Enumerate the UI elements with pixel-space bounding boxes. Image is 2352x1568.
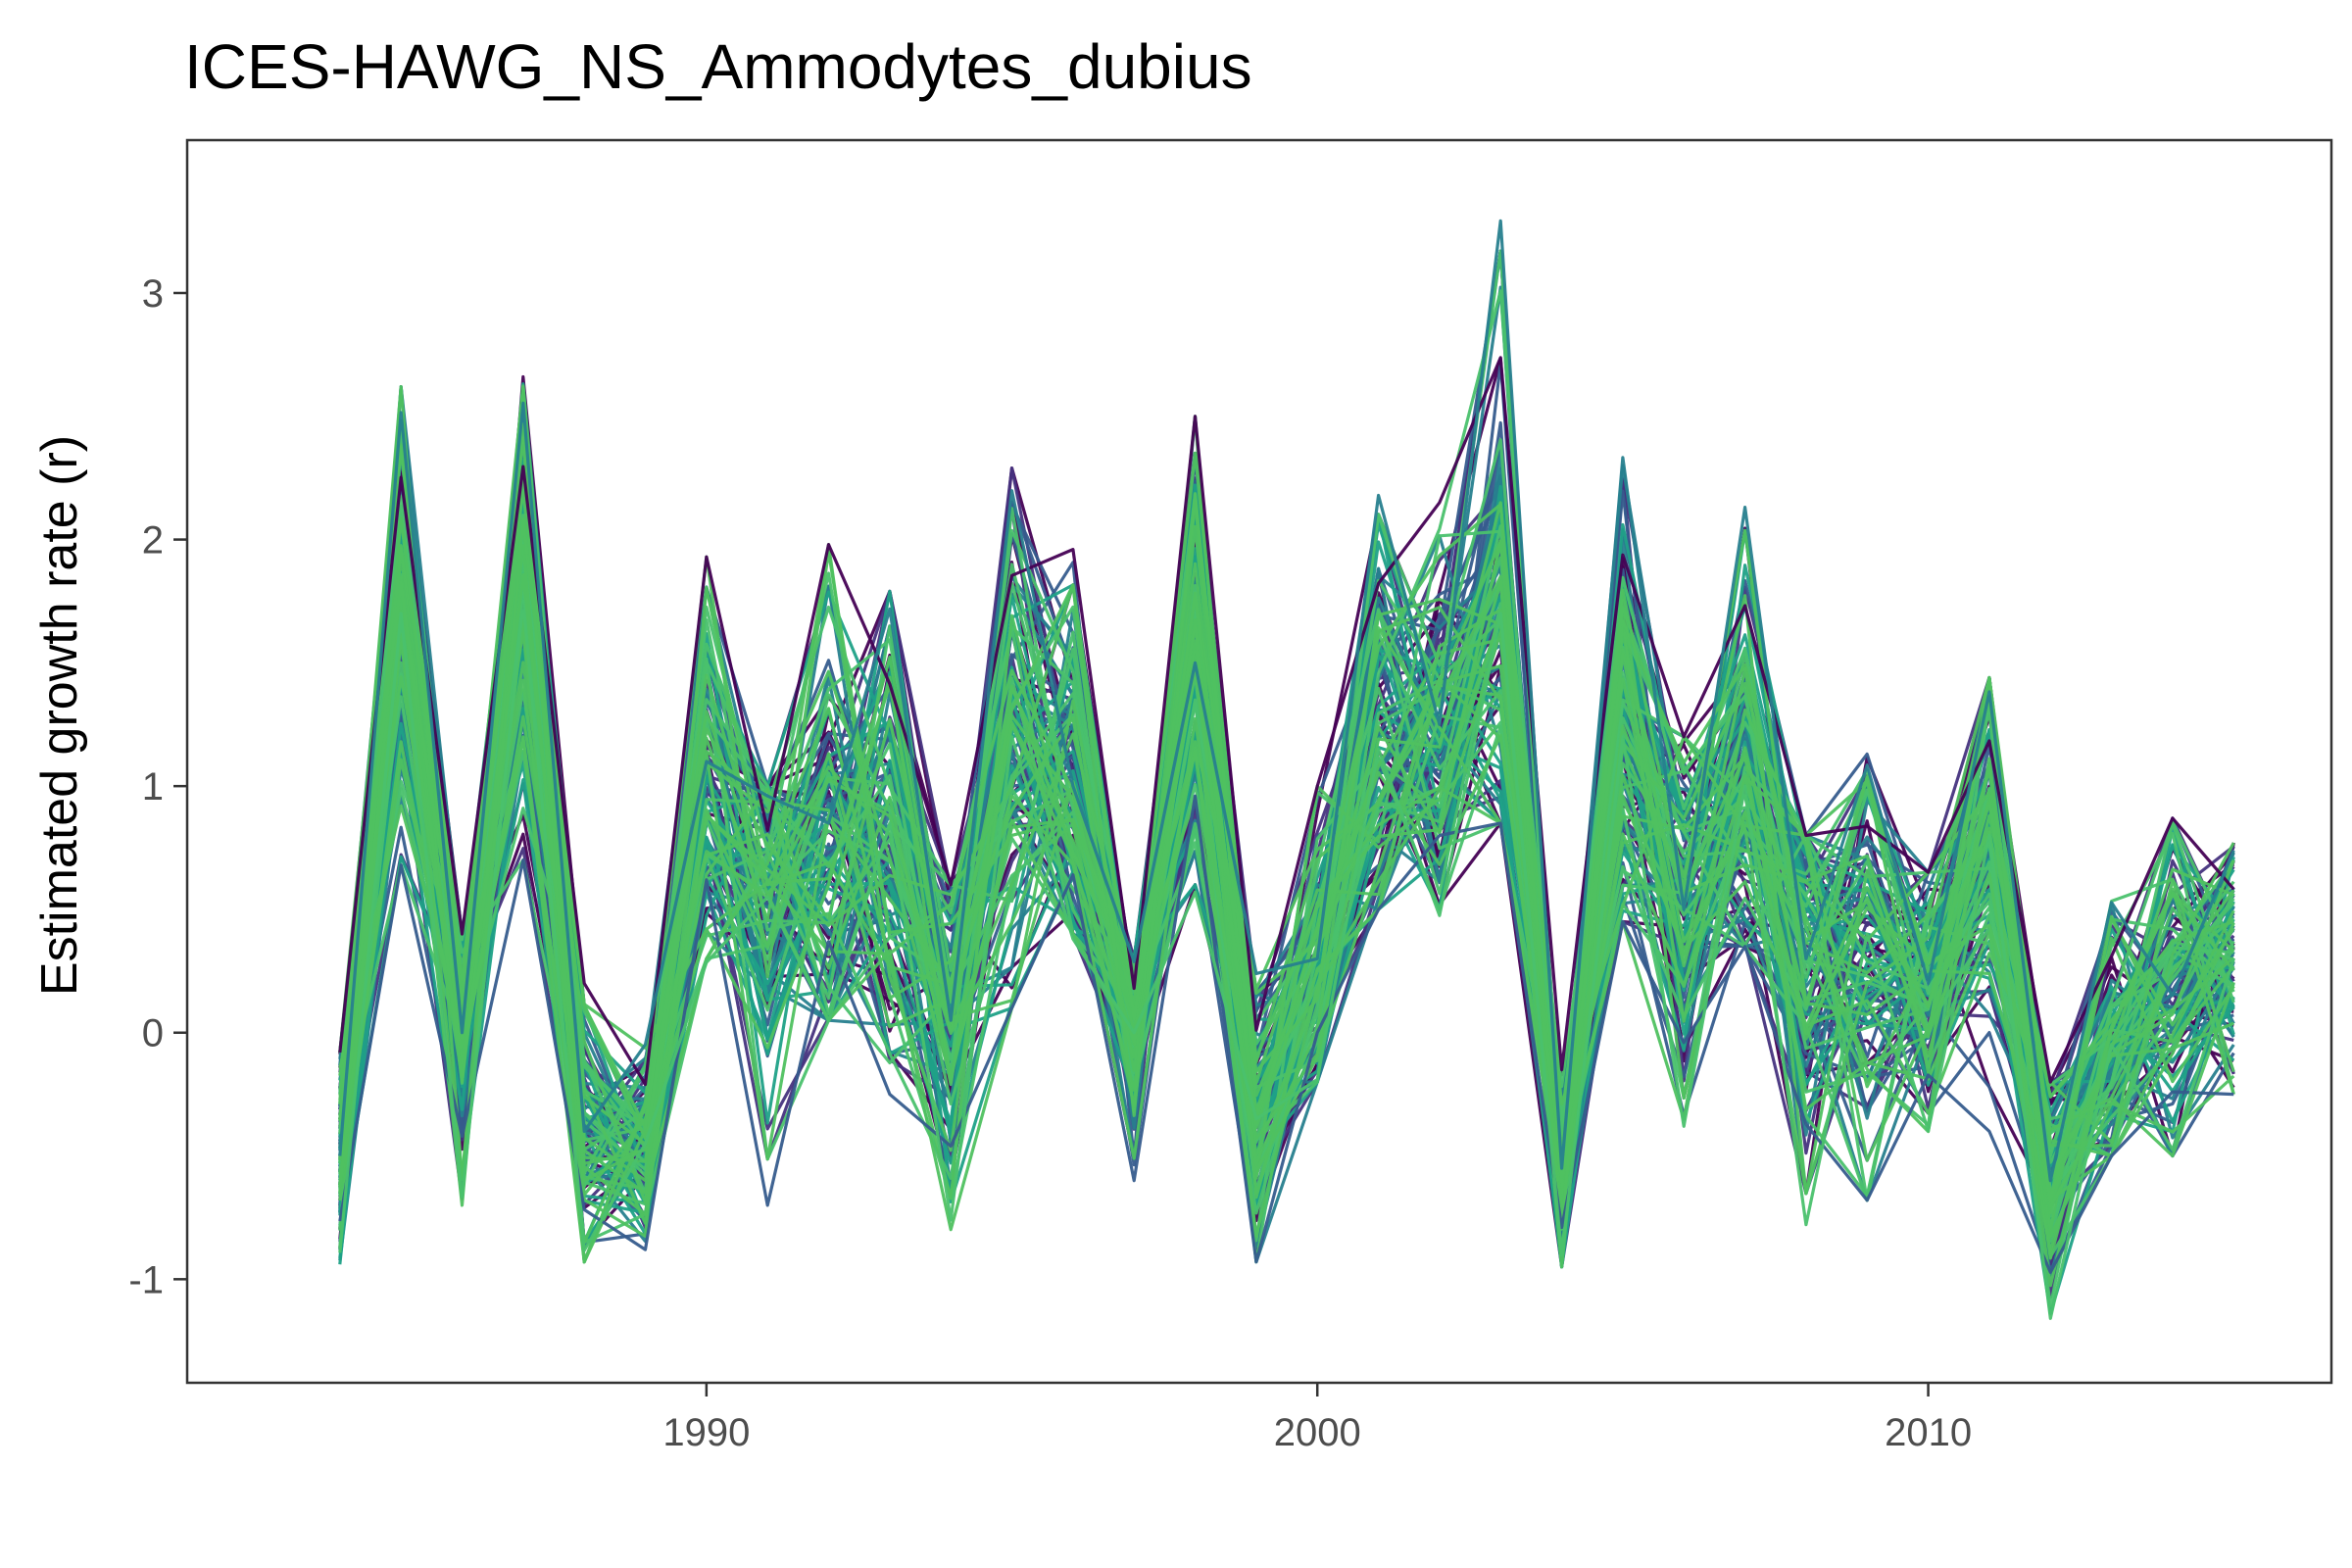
- series-line: [338, 599, 2235, 1320]
- y-tick-label: 1: [142, 765, 164, 808]
- series-line: [338, 485, 2235, 1288]
- x-axis: 1990 2000 2010: [662, 1383, 1972, 1454]
- series-line: [338, 572, 2235, 1184]
- plot-panel-border: [185, 138, 2333, 1385]
- x-tick-label: 1990: [662, 1411, 750, 1454]
- series-line: [338, 219, 2235, 1183]
- series-line: [338, 415, 2235, 1264]
- y-axis-label: Estimated growth rate (r): [31, 435, 88, 996]
- series-layer: [338, 219, 2235, 1320]
- x-tick-label: 2000: [1274, 1411, 1361, 1454]
- x-tick-label: 2010: [1885, 1411, 1972, 1454]
- y-axis: -1 0 1 2 3: [128, 272, 187, 1301]
- series-line: [338, 385, 2235, 1203]
- chart-title: ICES-HAWG_NS_Ammodytes_dubius: [184, 31, 1252, 102]
- series-line: [338, 502, 2235, 1193]
- y-tick-label: 2: [142, 519, 164, 563]
- y-tick-label: 0: [142, 1012, 164, 1055]
- y-tick-label: 3: [142, 272, 164, 316]
- y-tick-label: -1: [128, 1258, 164, 1301]
